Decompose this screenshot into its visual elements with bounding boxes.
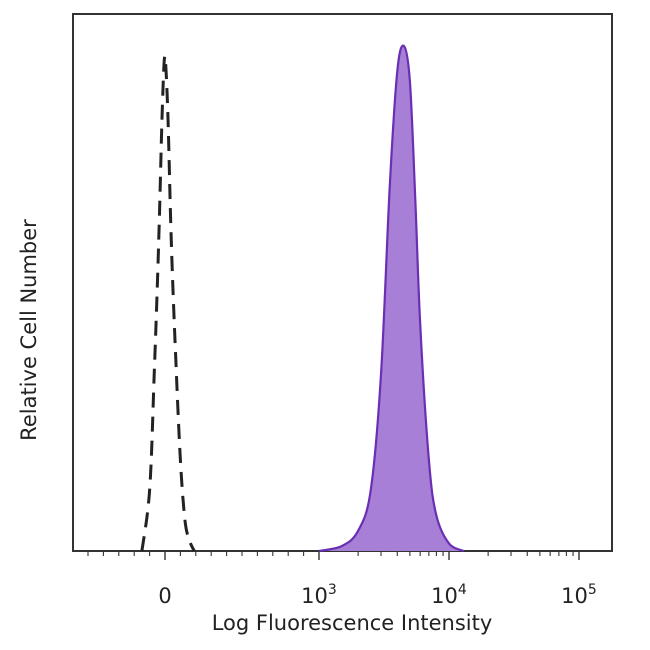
x-tick-label: 103	[301, 582, 337, 608]
x-axis-label: Log Fluorescence Intensity	[212, 611, 493, 635]
stained-histogram-fill	[319, 45, 464, 551]
x-tick-label: 105	[561, 582, 597, 608]
x-tick-labels: 0 103 104 105	[158, 582, 597, 608]
series-layer	[140, 44, 465, 553]
x-tick-label: 104	[431, 582, 467, 608]
plot-frame	[72, 13, 613, 552]
major-ticks	[164, 551, 580, 560]
x-tick-label: 0	[158, 584, 171, 608]
isotype-control-histogram	[140, 54, 196, 552]
y-axis-label: Relative Cell Number	[17, 219, 41, 441]
stained-histogram-line	[318, 44, 465, 553]
minor-ticks	[87, 551, 574, 556]
